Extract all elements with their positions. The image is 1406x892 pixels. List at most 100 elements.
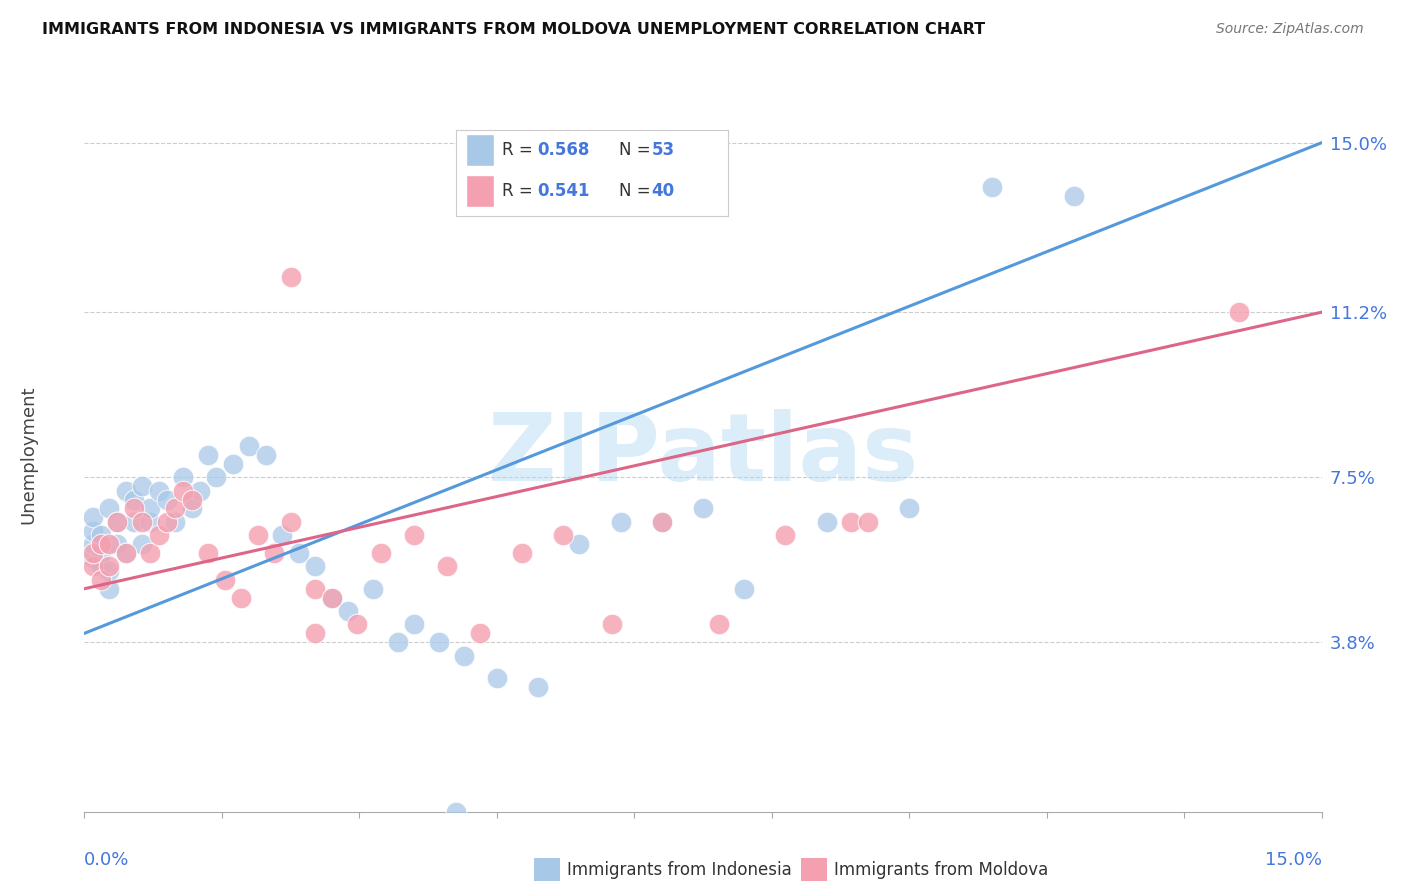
Point bbox=[139, 501, 162, 516]
Point bbox=[90, 528, 112, 542]
Text: Unemployment: Unemployment bbox=[20, 385, 38, 524]
Point bbox=[229, 591, 252, 605]
Point bbox=[510, 546, 533, 560]
Point bbox=[321, 591, 343, 605]
Point bbox=[98, 564, 121, 578]
Text: 0.541: 0.541 bbox=[537, 182, 589, 200]
Text: Immigrants from Moldova: Immigrants from Moldova bbox=[834, 861, 1047, 879]
Point bbox=[775, 528, 797, 542]
Point bbox=[82, 546, 104, 560]
Point bbox=[263, 546, 285, 560]
Point bbox=[114, 546, 136, 560]
Point bbox=[139, 515, 162, 529]
Point bbox=[288, 546, 311, 560]
Text: N =: N = bbox=[619, 182, 655, 200]
Point bbox=[131, 479, 153, 493]
Point bbox=[172, 483, 194, 498]
Point bbox=[82, 537, 104, 551]
Point bbox=[1227, 305, 1250, 319]
Point bbox=[82, 524, 104, 538]
Point bbox=[82, 510, 104, 524]
Point bbox=[105, 515, 128, 529]
Point bbox=[238, 439, 260, 453]
Point bbox=[114, 546, 136, 560]
Point bbox=[90, 546, 112, 560]
Point bbox=[321, 591, 343, 605]
Point bbox=[651, 515, 673, 529]
Point bbox=[131, 515, 153, 529]
Point bbox=[651, 515, 673, 529]
Point bbox=[214, 573, 236, 587]
Point bbox=[180, 492, 202, 507]
Point bbox=[898, 501, 921, 516]
Point bbox=[197, 546, 219, 560]
Point bbox=[404, 528, 426, 542]
Text: 53: 53 bbox=[651, 141, 675, 159]
Point bbox=[90, 573, 112, 587]
Point bbox=[304, 559, 326, 574]
Point bbox=[280, 515, 302, 529]
Text: 40: 40 bbox=[651, 182, 675, 200]
Point bbox=[197, 448, 219, 462]
Point bbox=[841, 515, 863, 529]
Point bbox=[600, 617, 623, 632]
Point bbox=[254, 448, 277, 462]
Point bbox=[709, 617, 731, 632]
Point bbox=[131, 537, 153, 551]
Text: 15.0%: 15.0% bbox=[1264, 851, 1322, 869]
Point bbox=[139, 546, 162, 560]
Point bbox=[105, 537, 128, 551]
Point bbox=[246, 528, 269, 542]
Point bbox=[568, 537, 591, 551]
Point bbox=[98, 559, 121, 574]
Point bbox=[156, 515, 179, 529]
Point bbox=[180, 501, 202, 516]
Point bbox=[856, 515, 879, 529]
Point bbox=[280, 269, 302, 284]
Point bbox=[271, 528, 294, 542]
Point bbox=[148, 483, 170, 498]
Point bbox=[98, 501, 121, 516]
Point bbox=[609, 515, 631, 529]
Text: ZIPatlas: ZIPatlas bbox=[488, 409, 918, 501]
Point bbox=[188, 483, 211, 498]
Point bbox=[148, 528, 170, 542]
Point bbox=[165, 515, 187, 529]
Point bbox=[427, 635, 450, 649]
Point bbox=[346, 617, 368, 632]
Point bbox=[453, 648, 475, 663]
Point bbox=[404, 617, 426, 632]
Point bbox=[114, 483, 136, 498]
Bar bbox=[467, 134, 494, 166]
Point bbox=[82, 550, 104, 565]
Point bbox=[980, 180, 1002, 194]
Point bbox=[485, 671, 508, 685]
Point bbox=[90, 537, 112, 551]
Point bbox=[470, 626, 492, 640]
Point bbox=[337, 604, 360, 618]
Point bbox=[172, 470, 194, 484]
Point bbox=[733, 582, 755, 596]
Point bbox=[304, 582, 326, 596]
Point bbox=[98, 537, 121, 551]
Text: R =: R = bbox=[502, 141, 538, 159]
Point bbox=[98, 582, 121, 596]
Point bbox=[205, 470, 228, 484]
Text: IMMIGRANTS FROM INDONESIA VS IMMIGRANTS FROM MOLDOVA UNEMPLOYMENT CORRELATION CH: IMMIGRANTS FROM INDONESIA VS IMMIGRANTS … bbox=[42, 22, 986, 37]
Point bbox=[1063, 189, 1085, 203]
Bar bbox=[467, 175, 494, 207]
Point bbox=[122, 501, 145, 516]
Point bbox=[105, 515, 128, 529]
Point bbox=[122, 515, 145, 529]
Text: Immigrants from Indonesia: Immigrants from Indonesia bbox=[567, 861, 792, 879]
Point bbox=[90, 559, 112, 574]
Point bbox=[527, 680, 550, 694]
Point bbox=[222, 457, 245, 471]
Point bbox=[165, 501, 187, 516]
Text: R =: R = bbox=[502, 182, 538, 200]
Text: 0.0%: 0.0% bbox=[84, 851, 129, 869]
Point bbox=[82, 559, 104, 574]
Point bbox=[122, 492, 145, 507]
Text: 0.568: 0.568 bbox=[537, 141, 589, 159]
Point bbox=[156, 492, 179, 507]
